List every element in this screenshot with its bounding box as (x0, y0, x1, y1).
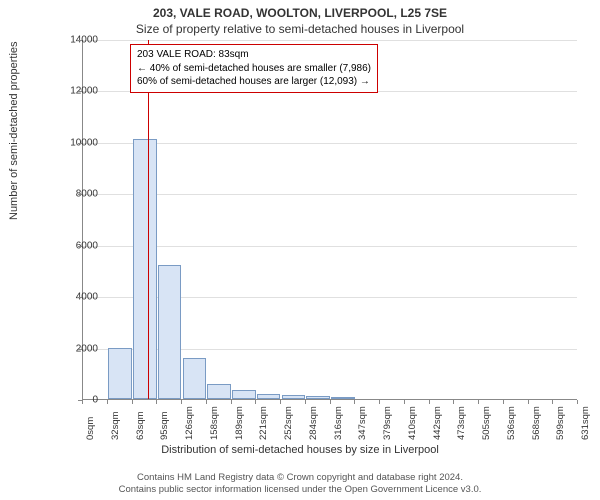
histogram-bar (183, 358, 207, 399)
histogram-bar (331, 397, 355, 399)
ytick-mark (78, 91, 82, 92)
histogram-bar (257, 394, 281, 399)
histogram-bar (232, 390, 256, 399)
chart-plot-area (82, 40, 577, 400)
xtick-mark (478, 400, 479, 404)
xtick-mark (429, 400, 430, 404)
ytick-label: 14000 (70, 35, 98, 46)
histogram-bar (133, 139, 157, 399)
xtick-label: 379sqm (382, 406, 393, 440)
xtick-label: 158sqm (209, 406, 220, 440)
xtick-mark (82, 400, 83, 404)
info-line-2: ← 40% of semi-detached houses are smalle… (137, 62, 371, 76)
ytick-label: 0 (92, 395, 98, 406)
xtick-label: 32sqm (110, 411, 121, 440)
info-line-3: 60% of semi-detached houses are larger (… (137, 75, 371, 89)
xtick-mark (453, 400, 454, 404)
footer-line-2: Contains public sector information licen… (0, 484, 600, 496)
xtick-label: 221sqm (258, 406, 269, 440)
xtick-mark (206, 400, 207, 404)
ytick-mark (78, 349, 82, 350)
xtick-mark (305, 400, 306, 404)
ytick-label: 12000 (70, 86, 98, 97)
xtick-label: 631sqm (580, 406, 591, 440)
x-axis-label: Distribution of semi-detached houses by … (0, 444, 600, 456)
gridline (83, 194, 577, 195)
ytick-mark (78, 297, 82, 298)
xtick-label: 505sqm (481, 406, 492, 440)
histogram-bar (282, 395, 306, 399)
gridline (83, 246, 577, 247)
histogram-bar (306, 396, 330, 399)
xtick-label: 95sqm (159, 411, 170, 440)
reference-line (148, 40, 149, 399)
xtick-mark (255, 400, 256, 404)
footer-line-1: Contains HM Land Registry data © Crown c… (0, 472, 600, 484)
ytick-mark (78, 40, 82, 41)
gridline (83, 143, 577, 144)
xtick-label: 599sqm (555, 406, 566, 440)
xtick-mark (280, 400, 281, 404)
xtick-mark (156, 400, 157, 404)
xtick-label: 568sqm (531, 406, 542, 440)
footer: Contains HM Land Registry data © Crown c… (0, 472, 600, 496)
xtick-label: 63sqm (135, 411, 146, 440)
xtick-mark (379, 400, 380, 404)
xtick-label: 316sqm (333, 406, 344, 440)
xtick-label: 252sqm (283, 406, 294, 440)
xtick-label: 0sqm (85, 417, 96, 440)
xtick-label: 473sqm (456, 406, 467, 440)
xtick-mark (404, 400, 405, 404)
xtick-mark (503, 400, 504, 404)
xtick-mark (330, 400, 331, 404)
xtick-label: 126sqm (184, 406, 195, 440)
xtick-label: 536sqm (506, 406, 517, 440)
ytick-mark (78, 143, 82, 144)
xtick-mark (132, 400, 133, 404)
ytick-mark (78, 246, 82, 247)
xtick-mark (552, 400, 553, 404)
title-main: 203, VALE ROAD, WOOLTON, LIVERPOOL, L25 … (0, 0, 600, 20)
histogram-bar (207, 384, 231, 399)
xtick-mark (528, 400, 529, 404)
xtick-label: 284sqm (308, 406, 319, 440)
xtick-mark (577, 400, 578, 404)
xtick-label: 189sqm (234, 406, 245, 440)
y-axis-label: Number of semi-detached properties (8, 41, 20, 220)
xtick-mark (181, 400, 182, 404)
xtick-mark (107, 400, 108, 404)
xtick-label: 442sqm (432, 406, 443, 440)
gridline (83, 40, 577, 41)
histogram-bar (108, 348, 132, 399)
ytick-mark (78, 194, 82, 195)
xtick-label: 347sqm (357, 406, 368, 440)
xtick-mark (231, 400, 232, 404)
info-line-1: 203 VALE ROAD: 83sqm (137, 48, 371, 62)
ytick-label: 10000 (70, 137, 98, 148)
histogram-bar (158, 265, 182, 399)
xtick-label: 410sqm (407, 406, 418, 440)
xtick-mark (354, 400, 355, 404)
info-box: 203 VALE ROAD: 83sqm ← 40% of semi-detac… (130, 44, 378, 93)
